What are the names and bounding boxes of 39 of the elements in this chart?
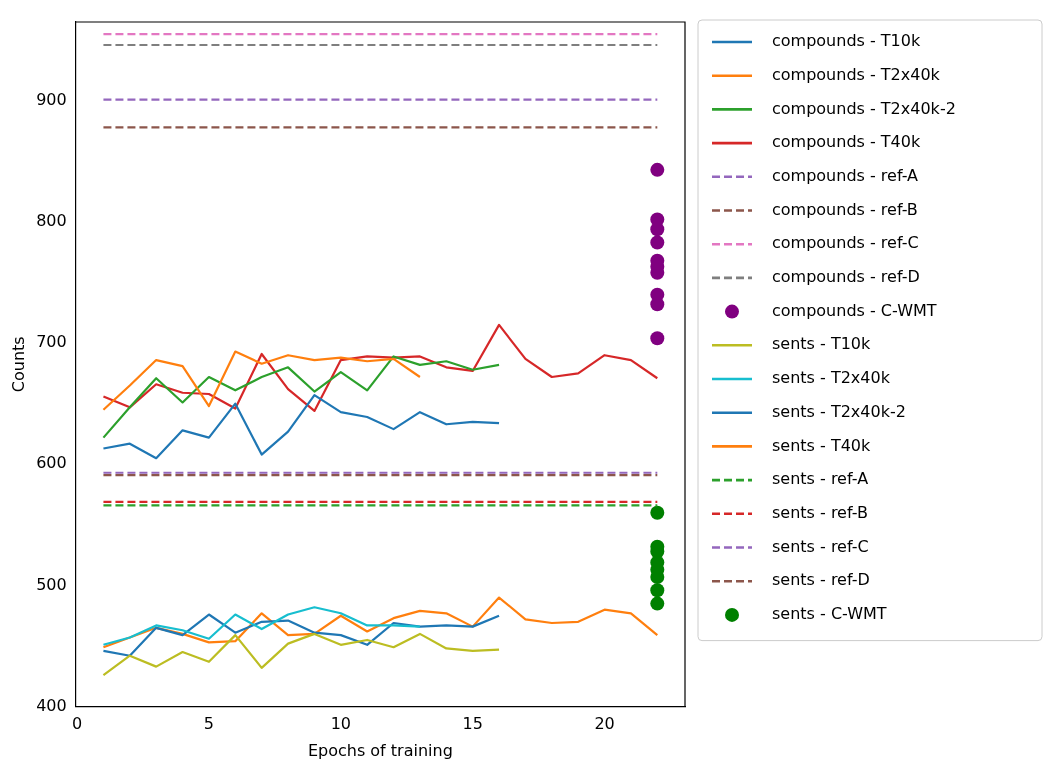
legend-label: compounds - C-WMT [772,300,937,320]
legend-label: compounds - ref-C [772,233,919,253]
x-tick-label: 0 [71,714,83,734]
legend-label: compounds - T2x40k [772,64,941,84]
y-tick-label: 600 [36,453,67,473]
y-tick-label: 800 [36,211,67,231]
point [650,222,665,237]
legend-label: sents - ref-B [772,502,868,522]
legend-label: compounds - ref-A [772,165,919,185]
legend-label: compounds - T10k [772,31,921,51]
legend-label: sents - T2x40k-2 [772,401,906,421]
legend-label: compounds - T2x40k-2 [772,98,956,118]
legend-label: sents - ref-A [772,469,869,489]
legend-label: sents - ref-C [772,536,869,556]
x-tick-label: 20 [594,714,615,734]
y-tick-label: 500 [36,574,67,594]
point [650,596,665,611]
y-axis-title: Counts [8,336,28,393]
x-axis-title: Epochs of training [307,740,453,760]
x-tick-label: 10 [330,714,351,734]
y-tick-label: 400 [36,695,67,715]
legend-label: sents - T2x40k [772,368,891,388]
point [650,235,665,250]
legend-label: sents - ref-D [772,570,870,590]
legend-label: compounds - ref-B [772,199,918,219]
point [650,505,665,520]
point [650,331,665,346]
y-tick-label: 900 [36,89,67,109]
y-tick-label: 700 [36,332,67,352]
legend-label: sents - T40k [772,435,872,455]
legend-label: sents - C-WMT [772,604,887,624]
point [650,162,665,177]
legend-label: compounds - ref-D [772,267,920,287]
x-tick-label: 15 [462,714,483,734]
point [650,297,665,312]
legend-label: compounds - T40k [772,132,921,152]
legend-label: sents - T10k [772,334,872,354]
point [650,583,665,598]
x-tick-label: 5 [203,714,215,734]
